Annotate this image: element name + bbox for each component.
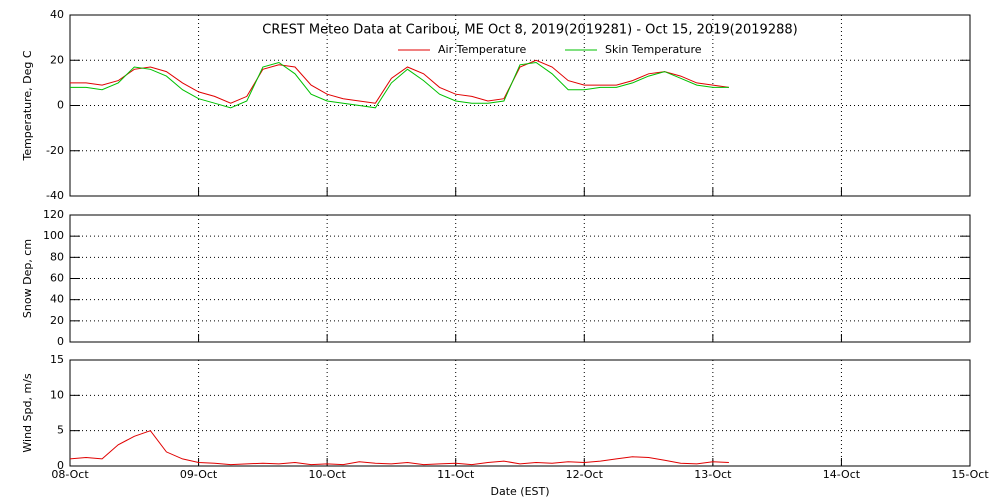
y-tick-label: 0 xyxy=(57,335,64,348)
x-axis-label: Date (EST) xyxy=(490,485,549,498)
x-tick-label: 12-Oct xyxy=(566,468,604,481)
y-tick-label: 0 xyxy=(57,99,64,112)
y-axis-label: Wind Spd, m/s xyxy=(21,373,34,453)
plot-frame xyxy=(69,359,971,467)
y-tick-label: 20 xyxy=(50,314,64,327)
series-line xyxy=(70,59,729,104)
series-line xyxy=(69,430,729,466)
x-tick-label: 15-Oct xyxy=(951,468,989,481)
y-tick-label: 60 xyxy=(50,272,64,285)
y-tick-label: 40 xyxy=(50,8,64,21)
y-tick-label: 120 xyxy=(43,208,64,221)
y-tick-label: -20 xyxy=(46,144,64,157)
y-tick-label: 80 xyxy=(50,250,64,263)
y-axis-label: Snow Dep, cm xyxy=(21,239,34,318)
y-tick-label: 15 xyxy=(50,353,64,366)
y-tick-label: 20 xyxy=(50,53,64,66)
y-tick-label: -40 xyxy=(46,189,64,202)
y-tick-label: 5 xyxy=(57,424,64,437)
x-tick-label: 09-Oct xyxy=(180,468,218,481)
x-tick-label: 14-Oct xyxy=(823,468,861,481)
x-tick-label: 10-Oct xyxy=(308,468,346,481)
legend-label: Skin Temperature xyxy=(605,43,702,56)
x-tick-label: 13-Oct xyxy=(694,468,732,481)
y-tick-label: 0 xyxy=(57,459,64,472)
legend-label: Air Temperature xyxy=(438,43,527,56)
y-axis-label: Temperature, Deg C xyxy=(21,50,34,161)
series-line xyxy=(70,61,729,109)
chart-title: CREST Meteo Data at Caribou, ME Oct 8, 2… xyxy=(262,23,797,38)
y-tick-label: 100 xyxy=(43,229,64,242)
y-tick-label: 40 xyxy=(50,293,64,306)
x-tick-label: 08-Oct xyxy=(51,468,89,481)
y-tick-label: 10 xyxy=(50,388,64,401)
x-tick-label: 11-Oct xyxy=(437,468,475,481)
